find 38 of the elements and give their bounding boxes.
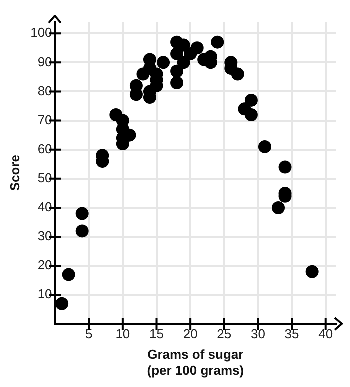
point bbox=[130, 88, 143, 102]
y-tick-label: 40 bbox=[38, 200, 52, 215]
point bbox=[170, 76, 184, 90]
x-axis-title: Grams of sugar (per 100 grams) bbox=[147, 347, 244, 378]
point bbox=[272, 201, 286, 214]
point bbox=[157, 56, 170, 70]
point bbox=[278, 160, 292, 174]
x-tick-label: 40 bbox=[318, 326, 334, 342]
x-tick-label: 30 bbox=[250, 326, 266, 342]
y-tick-label: 100 bbox=[30, 25, 52, 40]
point bbox=[76, 207, 89, 220]
x-tick-label: 25 bbox=[217, 326, 232, 342]
y-tick-label: 70 bbox=[38, 112, 52, 128]
point bbox=[62, 268, 76, 282]
y-tick-label: 20 bbox=[38, 258, 52, 273]
x-tick-label: 10 bbox=[116, 326, 130, 342]
x-tick-label: 5 bbox=[85, 326, 93, 342]
point bbox=[306, 265, 319, 278]
x-tick-label: 15 bbox=[150, 326, 164, 342]
point bbox=[244, 108, 258, 122]
x-tick-label: 35 bbox=[284, 326, 300, 342]
y-tick-label: 60 bbox=[38, 141, 52, 156]
point bbox=[211, 36, 224, 49]
y-tick-label: 10 bbox=[38, 286, 52, 302]
point bbox=[190, 42, 204, 55]
point bbox=[177, 56, 190, 70]
point bbox=[76, 224, 89, 238]
y-axis-title: Score bbox=[7, 155, 22, 192]
point bbox=[170, 64, 184, 78]
y-tick-label: 50 bbox=[38, 170, 52, 186]
point bbox=[231, 68, 244, 81]
y-tick-label: 30 bbox=[38, 228, 52, 244]
point bbox=[258, 140, 272, 154]
point bbox=[244, 94, 258, 107]
point bbox=[56, 297, 69, 310]
y-tick-label: 80 bbox=[38, 83, 52, 98]
x-tick-label: 20 bbox=[183, 326, 198, 342]
y-tick-label: 90 bbox=[38, 54, 52, 70]
